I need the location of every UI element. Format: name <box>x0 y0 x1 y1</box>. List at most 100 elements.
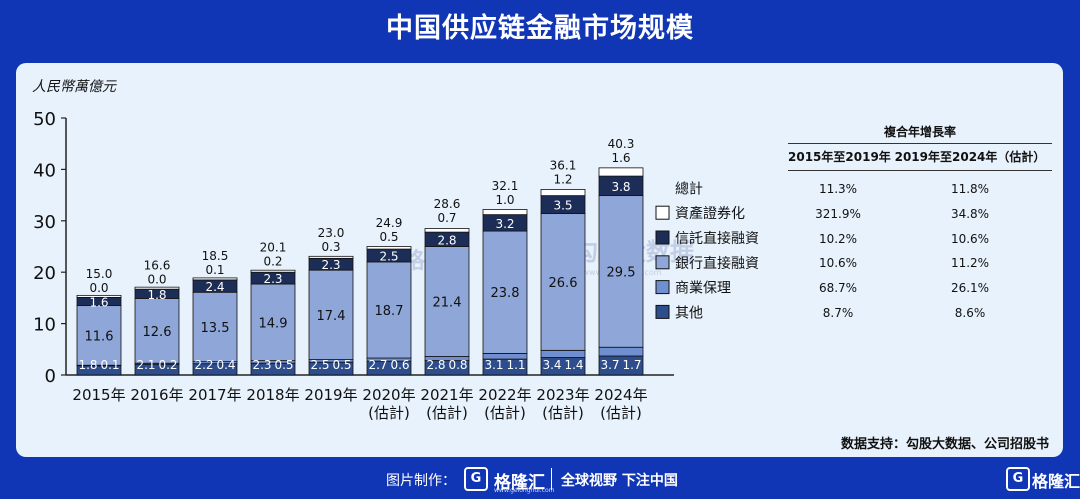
cagr-value: 68.7% <box>818 281 858 296</box>
bar-segment <box>482 209 528 216</box>
y-tick-label: 40 <box>33 160 56 181</box>
bar-value-label: 26.6 <box>549 276 578 291</box>
bar-total-label: 15.0 <box>86 267 113 281</box>
bar-value-label: 0.3 <box>321 240 340 254</box>
bar-total-label: 23.0 <box>318 226 345 240</box>
bar-value-label: 1.4 <box>564 358 583 372</box>
bar-total-label: 36.1 <box>550 158 577 172</box>
bar-total-label: 16.6 <box>144 259 171 273</box>
x-tick-label: 2019年 <box>304 386 357 404</box>
source-note: 数据支持：勾股大数据、公司招股书 <box>840 437 1049 452</box>
bar-value-label: 1.6 <box>89 295 108 309</box>
bar-value-label: 2.5 <box>310 358 329 372</box>
footer-divider <box>551 468 552 490</box>
bar-value-label: 2.7 <box>368 358 387 372</box>
bar-segment <box>308 269 354 360</box>
bar-segment <box>598 346 644 357</box>
cagr-value: 8.7% <box>822 305 854 320</box>
gelonghui-logo-icon: G <box>464 467 488 491</box>
bar-segment <box>366 246 412 250</box>
bar-value-label: 0.0 <box>147 273 166 287</box>
gelonghui-corner-logo-icon: G <box>1006 467 1030 491</box>
bar-value-label: 0.1 <box>100 358 119 372</box>
bar-value-label: 1.1 <box>506 358 525 372</box>
cagr-value: 8.6% <box>954 305 986 320</box>
bar-total-label: 32.1 <box>492 179 519 193</box>
bar-value-label: 0.4 <box>216 358 235 372</box>
bar-value-label: 0.8 <box>448 358 467 372</box>
x-tick-label: 2021年 <box>420 386 473 404</box>
bar-value-label: 11.6 <box>85 329 114 344</box>
bar-value-label: 12.6 <box>143 325 172 340</box>
legend-swatch <box>655 280 670 295</box>
cagr-value: 321.9% <box>815 206 861 221</box>
cagr-table-header: 2015年至2019年 2019年至2024年（估計） <box>788 144 1052 171</box>
legend-label: 其他 <box>675 305 703 321</box>
bar-value-label: 0.1 <box>205 263 224 277</box>
bar-segment <box>366 261 412 359</box>
bar-value-label: 14.9 <box>259 316 288 331</box>
cagr-row: 321.9% 34.8% <box>788 202 1052 227</box>
bar-total-label: 24.9 <box>376 216 403 230</box>
bar-segment <box>76 305 122 366</box>
bar-value-label: 0.2 <box>263 255 282 269</box>
x-tick-label: 2017年 <box>188 386 241 404</box>
cagr-col1-header: 2015年至2019年 <box>788 150 891 164</box>
bar-segment <box>192 291 238 363</box>
y-tick-label: 20 <box>33 263 56 284</box>
x-tick-label: (估計) <box>426 404 468 422</box>
y-tick-label: 30 <box>33 212 56 233</box>
cagr-row: 10.6% 11.2% <box>788 251 1052 276</box>
cagr-col2-header: 2019年至2024年（估計） <box>894 150 1046 164</box>
bar-value-label: 3.7 <box>600 358 619 372</box>
bar-total-label: 20.1 <box>260 241 287 255</box>
footer-brand: 格隆汇 <box>494 473 545 493</box>
bar-segment <box>192 277 238 281</box>
bar-value-label: 1.0 <box>495 193 514 207</box>
footer-corner-brand: 格隆汇 <box>1032 472 1080 491</box>
bar-segment <box>598 195 644 348</box>
bar-segment <box>424 228 470 233</box>
footer-brand-url: www.gelonghui.com <box>494 487 555 494</box>
cagr-value: 10.6% <box>818 256 858 271</box>
cagr-value: 10.2% <box>818 231 858 246</box>
cagr-value: 11.3% <box>818 182 858 196</box>
bar-value-label: 0.5 <box>332 358 351 372</box>
legend-label: 總計 <box>675 180 703 197</box>
stacked-bar-chart: 格隆汇勾股大数据www.gogudata.com010203040501.80.… <box>33 109 759 422</box>
footer-made-by: 图片制作： <box>386 473 456 489</box>
unit-label: 人民幣萬億元 <box>32 79 116 95</box>
bar-value-label: 21.4 <box>433 295 462 310</box>
footer: 图片制作： G 格隆汇 www.gelonghui.com 全球视野 下注中国 … <box>0 458 1080 499</box>
cagr-row: 68.7% 26.1% <box>788 276 1052 301</box>
bar-value-label: 0.7 <box>437 211 456 225</box>
bar-segment <box>540 349 586 358</box>
cagr-table: 複合年增長率 2015年至2019年 2019年至2024年（估計） 11.3%… <box>788 121 1052 326</box>
x-tick-label: 2022年 <box>478 386 531 404</box>
bar-value-label: 2.8 <box>437 233 456 247</box>
y-tick-label: 10 <box>33 315 56 336</box>
cagr-value: 11.2% <box>950 256 990 271</box>
bar-value-label: 0.5 <box>274 358 293 372</box>
bar-value-label: 0.6 <box>390 358 409 372</box>
bar-value-label: 17.4 <box>317 309 346 324</box>
bar-value-label: 18.7 <box>375 304 404 319</box>
x-tick-label: (估計) <box>542 404 584 422</box>
bar-segment <box>540 189 586 197</box>
bar-value-label: 1.6 <box>611 151 630 165</box>
legend-label: 銀行直接融資 <box>675 255 759 272</box>
bar-value-label: 1.8 <box>78 358 97 372</box>
bar-segment <box>134 286 180 290</box>
bar-total-label: 40.3 <box>608 137 635 151</box>
bar-segment <box>308 255 354 259</box>
y-tick-label: 50 <box>33 109 56 130</box>
bar-value-label: 2.3 <box>252 358 271 372</box>
x-tick-label: 2016年 <box>130 386 183 404</box>
bar-value-label: 2.2 <box>194 358 213 372</box>
cagr-value: 34.8% <box>950 206 990 221</box>
bar-value-label: 3.4 <box>542 358 561 372</box>
bar-value-label: 0.0 <box>89 281 108 295</box>
bar-value-label: 3.1 <box>484 358 503 372</box>
x-tick-label: (估計) <box>368 404 410 422</box>
bar-value-label: 1.2 <box>553 172 572 186</box>
